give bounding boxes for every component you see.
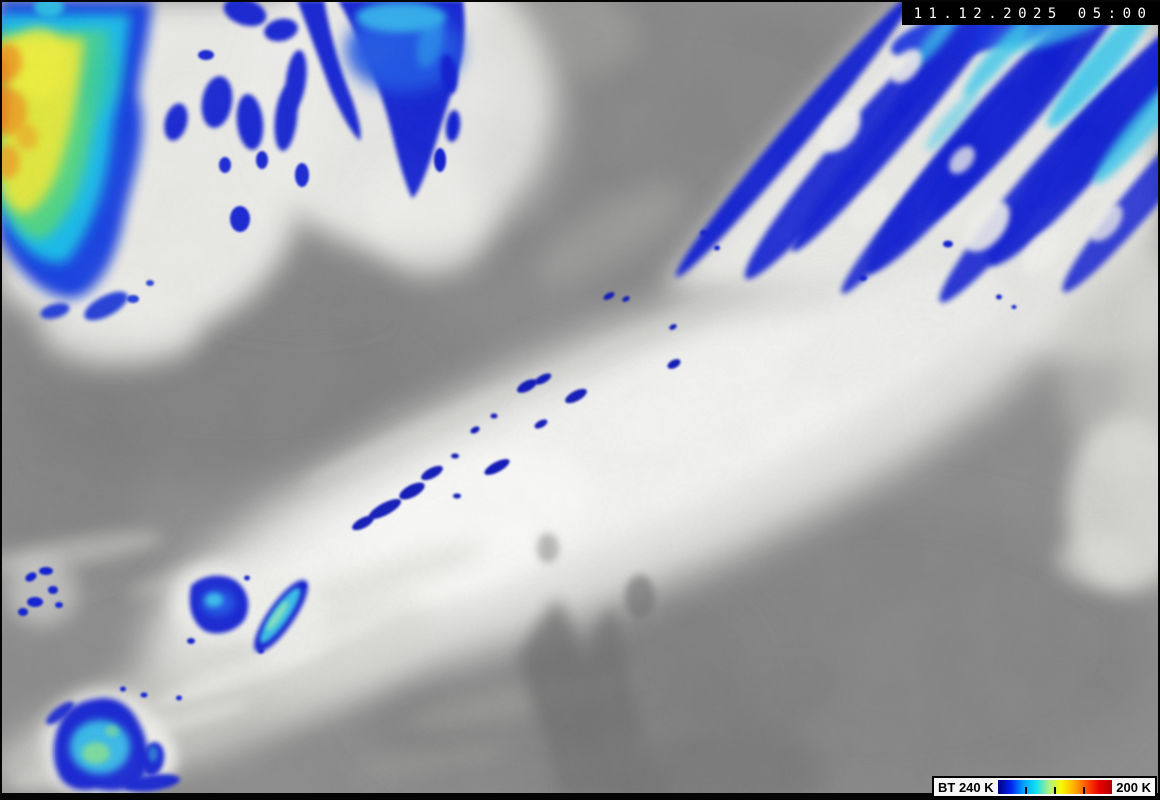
timestamp-overlay: 11.12.2025 05:00 (902, 2, 1160, 25)
timestamp-text: 11.12.2025 05:00 (913, 5, 1153, 22)
colorbar-tick (1053, 787, 1056, 794)
colorbar-label-max: 200 K (1116, 779, 1151, 795)
colorbar-gradient (997, 780, 1113, 794)
colorbar-tick (1025, 787, 1028, 794)
colorbar-tick (1082, 787, 1085, 794)
colorbar-label-min: BT 240 K (938, 779, 994, 795)
colorbar-legend: BT 240 K 200 K (932, 776, 1157, 798)
